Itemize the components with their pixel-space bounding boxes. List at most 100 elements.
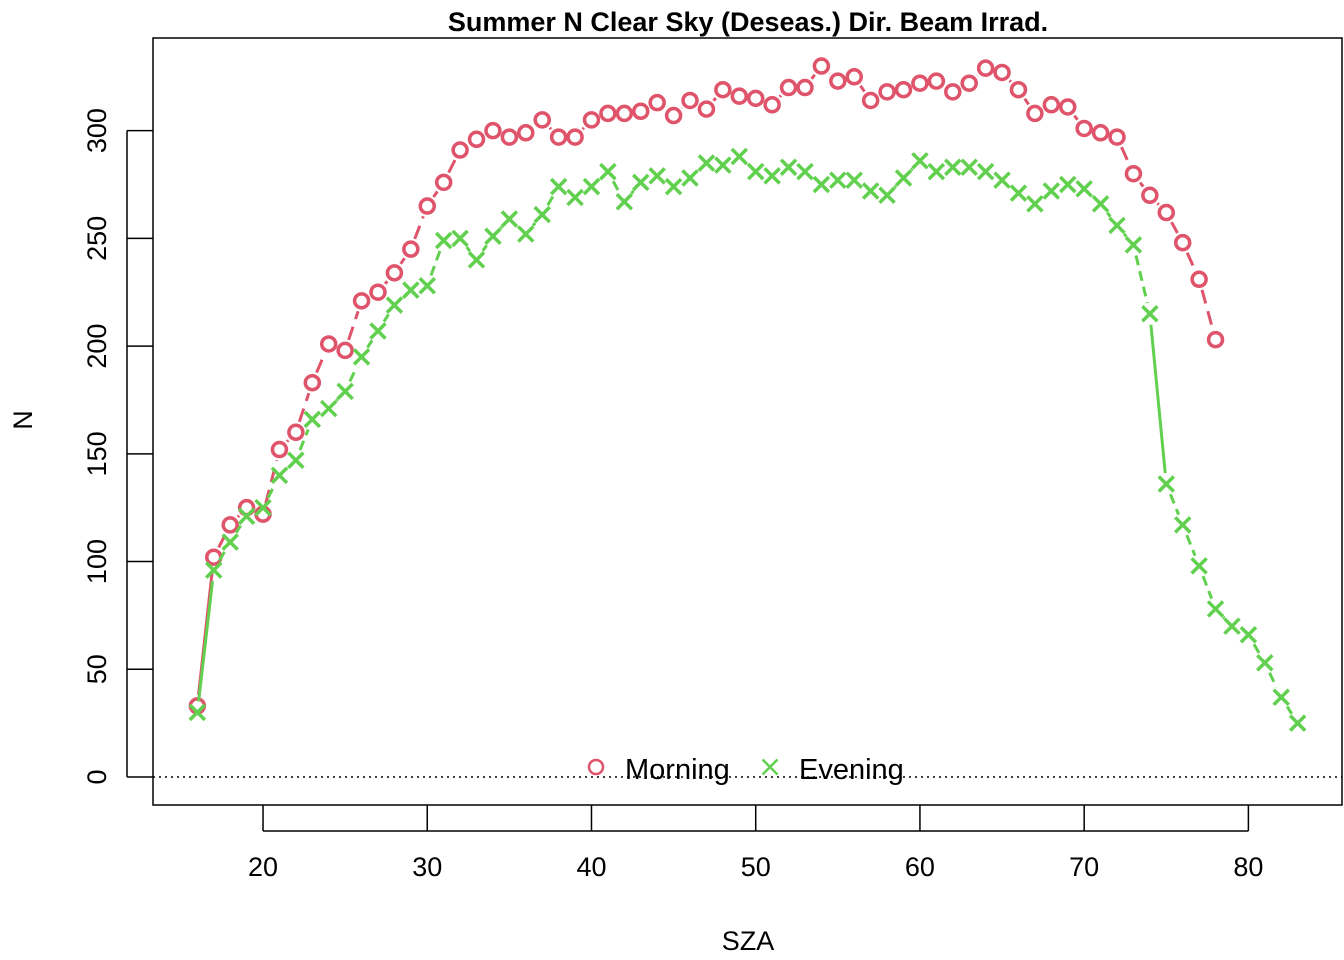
series-line-segment bbox=[285, 439, 290, 443]
data-point-morning bbox=[944, 83, 962, 101]
series-line-segment bbox=[778, 94, 783, 98]
series-evening bbox=[188, 147, 1307, 732]
data-point-morning bbox=[1206, 330, 1225, 349]
data-point-morning bbox=[451, 141, 469, 159]
data-point-morning bbox=[287, 423, 305, 442]
data-point-morning bbox=[1108, 128, 1126, 146]
data-point-evening bbox=[533, 205, 551, 224]
series-line-segment bbox=[893, 184, 898, 189]
data-point-morning bbox=[533, 111, 551, 129]
data-point-morning bbox=[664, 106, 683, 125]
series-line-segment bbox=[1170, 221, 1179, 234]
data-point-morning bbox=[319, 335, 338, 353]
series-line-segment bbox=[910, 167, 914, 172]
series-line-segment bbox=[1106, 211, 1112, 218]
data-point-evening bbox=[1108, 216, 1126, 235]
x-tick-label: 50 bbox=[741, 852, 771, 882]
chart-title: Summer N Clear Sky (Deseas.) Dir. Beam I… bbox=[448, 7, 1048, 37]
data-point-morning bbox=[1026, 104, 1044, 123]
series-line-segment bbox=[810, 73, 816, 80]
data-point-evening bbox=[205, 561, 223, 579]
data-point-morning bbox=[1058, 98, 1077, 116]
series-line-segment bbox=[266, 484, 276, 499]
data-point-evening bbox=[451, 229, 469, 248]
data-point-evening bbox=[517, 225, 535, 243]
y-axis-label: N bbox=[8, 410, 38, 430]
data-point-morning bbox=[993, 63, 1011, 82]
series-line-segment bbox=[298, 428, 310, 451]
data-point-morning bbox=[796, 78, 814, 97]
series-line-segment bbox=[236, 514, 241, 518]
data-point-morning bbox=[1009, 80, 1028, 99]
data-point-morning bbox=[697, 100, 716, 118]
data-point-evening bbox=[287, 451, 305, 470]
data-point-morning bbox=[976, 59, 995, 77]
data-point-evening bbox=[861, 182, 880, 200]
series-line-segment bbox=[531, 222, 537, 227]
data-point-morning bbox=[746, 89, 765, 108]
data-point-evening bbox=[484, 227, 502, 245]
data-point-evening bbox=[1190, 557, 1208, 575]
series-line-segment bbox=[218, 550, 226, 562]
data-point-evening bbox=[1059, 175, 1077, 194]
axes: 20 30 40 50 60 70 80 0 50 100 150 200 250 300 bbox=[82, 37, 1343, 882]
series-layer bbox=[188, 57, 1307, 732]
data-point-evening bbox=[270, 466, 289, 485]
series-line-segment bbox=[611, 180, 621, 193]
data-point-evening bbox=[763, 167, 781, 185]
data-point-morning bbox=[845, 68, 863, 86]
data-point-evening bbox=[237, 507, 256, 526]
data-point-evening bbox=[1206, 600, 1225, 618]
data-point-evening bbox=[1223, 617, 1241, 635]
series-line-segment bbox=[1200, 289, 1215, 330]
series-line-segment bbox=[1120, 146, 1131, 165]
series-morning bbox=[188, 57, 1225, 715]
y-tick-label: 50 bbox=[82, 654, 112, 684]
series-line-segment bbox=[1122, 232, 1128, 238]
data-point-morning bbox=[730, 87, 749, 105]
data-point-evening bbox=[697, 154, 716, 172]
data-point-morning bbox=[599, 104, 617, 123]
series-line-segment bbox=[465, 246, 472, 253]
data-point-evening bbox=[599, 162, 617, 181]
data-point-evening bbox=[911, 152, 929, 170]
data-point-morning bbox=[960, 74, 978, 92]
data-point-evening bbox=[615, 193, 634, 211]
data-point-morning bbox=[1190, 270, 1208, 289]
y-tick-label: 200 bbox=[82, 324, 112, 369]
data-point-morning bbox=[829, 72, 847, 90]
x-tick-label: 80 bbox=[1233, 852, 1263, 882]
data-point-evening bbox=[221, 533, 239, 551]
data-point-morning bbox=[1091, 124, 1110, 142]
data-point-evening bbox=[254, 498, 272, 517]
data-point-morning bbox=[1042, 96, 1061, 114]
data-point-morning bbox=[1157, 203, 1176, 222]
data-point-evening bbox=[681, 169, 699, 187]
series-line-segment bbox=[382, 313, 390, 323]
data-point-evening bbox=[1272, 688, 1290, 707]
legend-label-morning: Morning bbox=[625, 754, 730, 786]
y-tick-label: 100 bbox=[82, 539, 112, 584]
series-line-segment bbox=[297, 392, 311, 423]
series-line-segment bbox=[1285, 705, 1294, 715]
data-point-evening bbox=[927, 162, 946, 181]
data-point-morning bbox=[270, 440, 289, 459]
data-point-morning bbox=[385, 264, 404, 282]
data-point-morning bbox=[467, 130, 486, 149]
data-point-evening bbox=[796, 162, 814, 181]
data-point-evening bbox=[664, 177, 683, 196]
series-line-segment bbox=[315, 353, 326, 374]
series-line-segment bbox=[1073, 114, 1079, 121]
data-point-evening bbox=[878, 186, 896, 205]
data-point-evening bbox=[1009, 184, 1028, 202]
legend: Morning Evening bbox=[587, 754, 904, 786]
data-point-evening bbox=[1075, 180, 1093, 198]
data-point-evening bbox=[648, 167, 666, 185]
data-point-evening bbox=[976, 162, 995, 181]
data-point-evening bbox=[829, 171, 847, 189]
x-tick-label: 70 bbox=[1069, 852, 1099, 882]
data-point-evening bbox=[960, 158, 978, 177]
data-point-morning bbox=[549, 128, 568, 146]
series-line-segment bbox=[859, 84, 866, 93]
data-point-evening bbox=[1124, 236, 1143, 254]
